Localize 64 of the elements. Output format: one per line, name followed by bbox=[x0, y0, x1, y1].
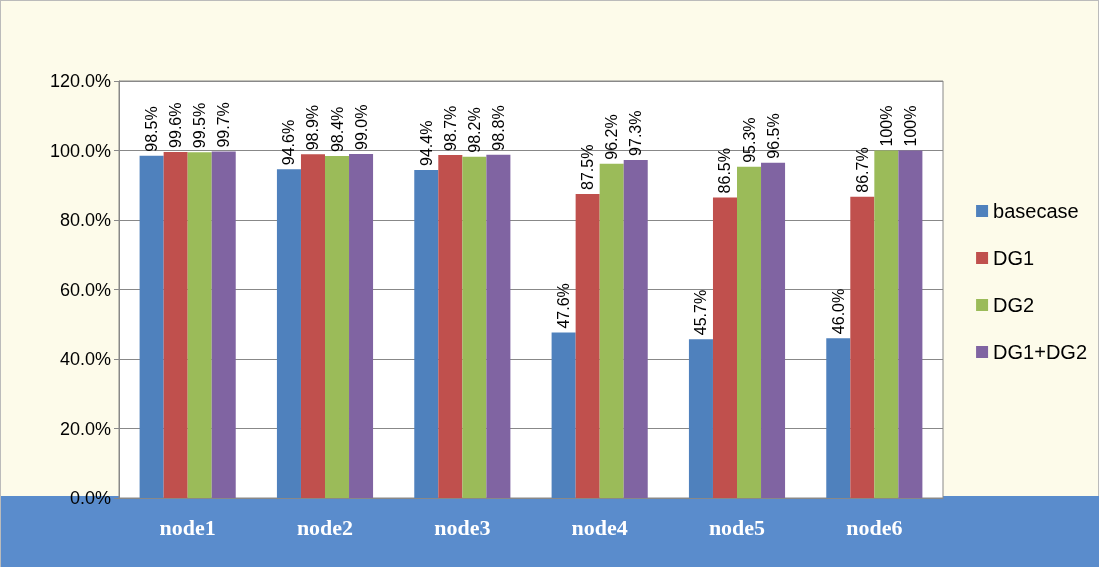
data-label: 86.5% bbox=[716, 148, 734, 194]
bar bbox=[761, 162, 786, 498]
bar bbox=[874, 150, 899, 498]
data-label: 45.7% bbox=[692, 289, 710, 336]
y-tick-label: 20.0% bbox=[59, 418, 111, 439]
data-label: 87.5% bbox=[579, 144, 597, 190]
bar bbox=[623, 159, 648, 498]
bar bbox=[211, 151, 236, 498]
y-tick-label: 120.0% bbox=[49, 71, 111, 91]
bar bbox=[414, 169, 439, 498]
data-label: 99.0% bbox=[352, 104, 370, 150]
data-label: 47.6% bbox=[555, 283, 573, 329]
data-label: 94.6% bbox=[280, 119, 298, 166]
legend-label: basecase bbox=[993, 200, 1079, 222]
bar bbox=[276, 169, 301, 498]
bar bbox=[712, 197, 737, 498]
legend-label: DG1 bbox=[993, 247, 1035, 269]
data-label: 98.2% bbox=[465, 107, 483, 153]
y-tick-label: 100.0% bbox=[49, 140, 111, 161]
x-tick-label: node1 bbox=[159, 514, 216, 540]
bar bbox=[850, 196, 875, 498]
bar bbox=[551, 332, 576, 498]
x-tick-label: node4 bbox=[571, 514, 628, 540]
data-label: 99.5% bbox=[191, 102, 209, 149]
bar bbox=[462, 156, 487, 498]
bar bbox=[187, 152, 212, 498]
data-label: 97.3% bbox=[627, 110, 645, 156]
bar bbox=[688, 339, 713, 498]
bar bbox=[325, 156, 350, 498]
x-tick-label: node5 bbox=[708, 514, 766, 540]
data-label: 98.8% bbox=[489, 105, 507, 151]
data-label: 98.5% bbox=[143, 106, 161, 152]
bar bbox=[163, 151, 188, 498]
bar bbox=[486, 154, 511, 498]
x-tick-label: node3 bbox=[434, 514, 491, 540]
bar bbox=[737, 166, 762, 498]
bar bbox=[438, 155, 463, 498]
data-label: 100% bbox=[901, 105, 919, 147]
data-label: 96.2% bbox=[603, 114, 621, 160]
data-label: 96.5% bbox=[764, 113, 782, 159]
bar bbox=[599, 163, 624, 498]
bar bbox=[575, 193, 600, 498]
legend-label: DG1+DG2 bbox=[993, 341, 1088, 363]
bar bbox=[300, 154, 325, 498]
bar bbox=[898, 150, 923, 498]
data-label: 94.4% bbox=[417, 120, 435, 166]
data-label: 46.0% bbox=[829, 288, 847, 335]
data-label: 95.3% bbox=[740, 117, 758, 163]
data-label: 100% bbox=[877, 105, 895, 147]
legend-label: DG2 bbox=[993, 294, 1035, 316]
bar bbox=[826, 338, 851, 498]
data-label: 99.7% bbox=[215, 102, 233, 148]
data-label: 98.4% bbox=[328, 106, 346, 153]
data-label: 86.7% bbox=[853, 147, 871, 193]
data-label: 98.9% bbox=[304, 104, 322, 151]
y-tick-label: 80.0% bbox=[59, 210, 111, 230]
x-tick-label: node2 bbox=[296, 514, 354, 540]
y-tick-label: 40.0% bbox=[59, 349, 111, 369]
bar bbox=[139, 155, 164, 498]
y-tick-label: 60.0% bbox=[59, 279, 111, 300]
data-label: 98.7% bbox=[441, 105, 459, 152]
x-tick-label: node6 bbox=[846, 514, 903, 540]
data-label: 99.6% bbox=[167, 102, 185, 148]
bar bbox=[349, 153, 374, 498]
